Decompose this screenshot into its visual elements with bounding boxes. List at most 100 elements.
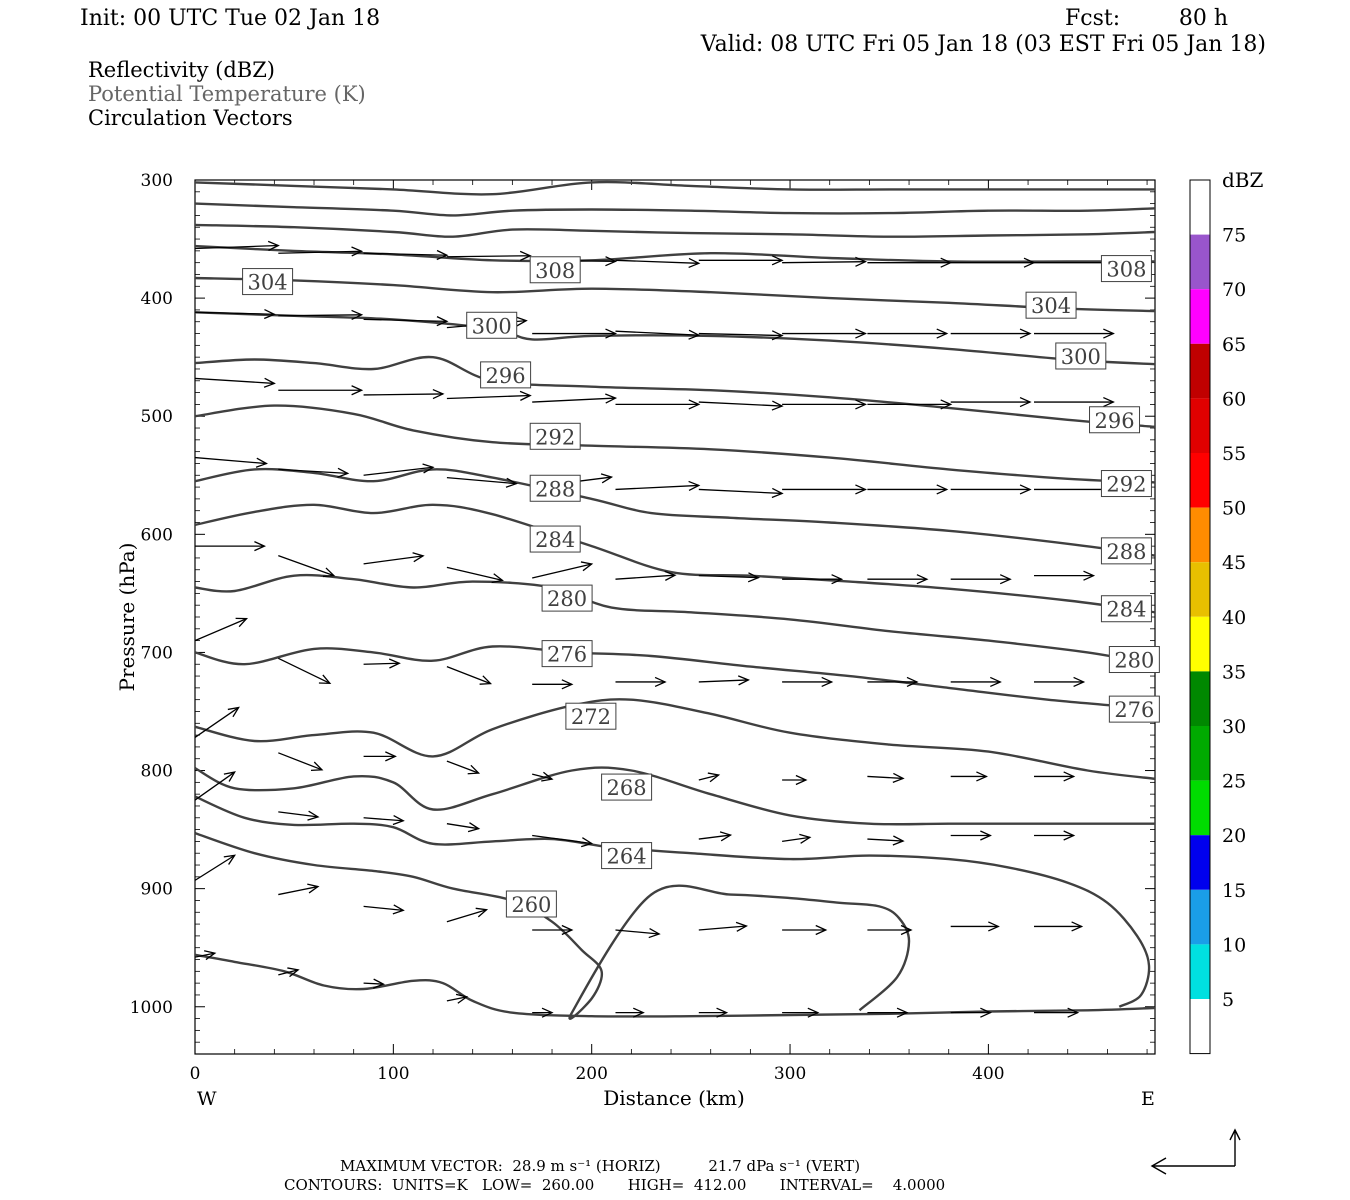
circulation-vector [950, 257, 1036, 268]
circulation-vector [782, 924, 828, 936]
contour-label-264: 264 [601, 842, 653, 870]
circulation-vector [950, 676, 1002, 688]
circulation-vector [615, 329, 701, 340]
circulation-vector [867, 328, 949, 339]
colorbar-segment [1190, 671, 1210, 726]
circulation-vector [195, 377, 276, 388]
circulation-vector [446, 476, 518, 488]
colorbar-label: 30 [1222, 716, 1246, 738]
contour-300 [195, 311, 1155, 366]
colorbar-label: 35 [1222, 661, 1246, 683]
valid-time: Valid: 08 UTC Fri 05 Jan 18 (03 EST Fri … [700, 32, 1266, 57]
init-time: Init: 00 UTC Tue 02 Jan 18 [80, 6, 380, 31]
circulation-vectors [195, 240, 1119, 1018]
colorbar-label: 70 [1222, 279, 1246, 301]
colorbar-label: 45 [1222, 552, 1246, 574]
circulation-vector [363, 388, 445, 400]
circulation-vector [195, 541, 267, 552]
contour-label-292: 292 [529, 422, 581, 450]
circulation-vector [950, 771, 988, 782]
circulation-vector [1034, 830, 1076, 841]
contour-280 [195, 573, 1155, 666]
contour-unlabeled [195, 202, 1155, 217]
circulation-vector [446, 822, 481, 833]
circulation-vector [782, 1007, 820, 1018]
circulation-vector [195, 950, 217, 961]
circulation-vector [950, 921, 1000, 932]
field-reflectivity: Reflectivity (dBZ) [88, 58, 275, 82]
svg-text:308: 308 [535, 259, 575, 283]
svg-text:260: 260 [511, 893, 551, 917]
colorbar-label: 75 [1222, 225, 1246, 247]
colorbar-segment [1190, 289, 1210, 344]
circulation-vector [278, 554, 336, 578]
contour-288 [195, 467, 1155, 557]
circulation-vector [532, 328, 618, 339]
circulation-vector [278, 657, 332, 685]
circulation-vector [1034, 396, 1115, 408]
circulation-vector [1034, 771, 1076, 782]
colorbar-segment [1190, 889, 1210, 945]
contour-label-276: 276 [1108, 695, 1160, 723]
plot-frame [194, 179, 1156, 1055]
theta-contours [195, 180, 1155, 1020]
circulation-vector [195, 771, 236, 801]
circulation-vector [1034, 328, 1115, 339]
colorbar: 75 70 65 60 55 50 45 40 35 30 25 20 15 10 5 [1189, 179, 1246, 1055]
y-tick-label: 700 [141, 643, 173, 663]
circulation-vector [867, 484, 949, 495]
circulation-vector [698, 831, 733, 842]
circulation-vector [446, 250, 532, 261]
svg-text:268: 268 [607, 776, 647, 800]
circulation-vector [195, 854, 237, 881]
circulation-vector [950, 328, 1032, 339]
colorbar-segment [1190, 343, 1210, 399]
circulation-vector [1034, 676, 1086, 688]
circulation-vector [532, 679, 574, 690]
circulation-vector [363, 316, 449, 327]
contour-label-308: 308 [1100, 255, 1152, 283]
colorbar-label: 50 [1222, 498, 1246, 520]
colorbar-segment [1190, 780, 1210, 836]
contour-label-300: 300 [1055, 342, 1107, 370]
circulation-vector [698, 572, 760, 583]
svg-text:276: 276 [547, 643, 587, 667]
circulation-vector [867, 257, 953, 268]
y-tick-labels: 300 400 500 600 700 800 900 1000 [130, 171, 173, 1018]
circulation-vector [782, 676, 834, 688]
circulation-vector [363, 658, 401, 669]
circulation-vector [867, 399, 953, 410]
contour-info-text: CONTOURS: UNITS=K LOW= 260.00 HIGH= 412.… [284, 1176, 945, 1194]
circulation-vector [698, 400, 784, 411]
circulation-vector [532, 393, 618, 404]
circulation-vector [950, 830, 992, 841]
circulation-vector [195, 456, 268, 468]
contour-276 [195, 645, 1155, 711]
svg-text:296: 296 [486, 364, 526, 388]
x-tick-label: 0 [190, 1064, 201, 1084]
colorbar-title: dBZ [1222, 168, 1264, 192]
colorbar-label: 15 [1222, 880, 1246, 902]
y-tick-label: 500 [141, 407, 173, 427]
circulation-vector [698, 675, 750, 686]
contour-label-308: 308 [529, 256, 581, 284]
contour-label-284: 284 [1100, 595, 1152, 623]
circulation-vector [950, 574, 1012, 585]
circulation-vector [363, 814, 405, 826]
circulation-vector [615, 480, 701, 491]
colorbar-segment-top [1190, 180, 1210, 235]
circulation-vector [867, 1007, 909, 1018]
circulation-vector [532, 561, 594, 579]
circulation-vector [446, 566, 504, 584]
circulation-vector [1034, 570, 1096, 581]
contour-label-304: 304 [1025, 291, 1077, 319]
circulation-vector [446, 665, 493, 685]
contour-label-296: 296 [1089, 406, 1141, 434]
forecast-hour: 80 h [1179, 6, 1228, 31]
colorbar-label: 65 [1222, 334, 1246, 356]
y-tick-label: 600 [141, 525, 173, 545]
circulation-vector [446, 993, 469, 1004]
contour-label-288: 288 [529, 474, 581, 502]
circulation-vector [363, 904, 405, 915]
contour-labels: 308 308 304 304 300 300 296 296 292 292 288 288 284 2… [242, 255, 1160, 918]
